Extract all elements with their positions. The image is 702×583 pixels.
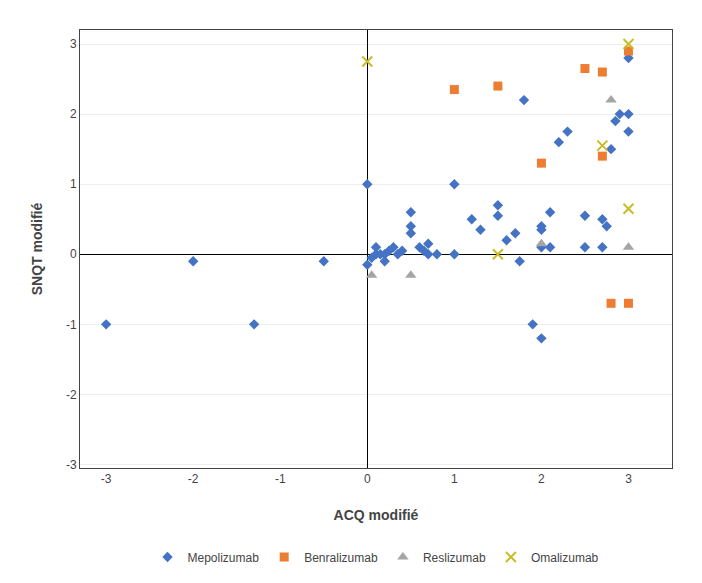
svg-text:2: 2 [538, 472, 545, 486]
svg-text:2: 2 [70, 107, 77, 121]
svg-text:-2: -2 [188, 472, 199, 486]
svg-text:-3: -3 [66, 458, 77, 472]
svg-text:-1: -1 [66, 318, 77, 332]
svg-text:Reslizumab: Reslizumab [423, 551, 486, 565]
svg-text:1: 1 [70, 177, 77, 191]
svg-text:1: 1 [451, 472, 458, 486]
svg-text:-3: -3 [101, 472, 112, 486]
svg-text:3: 3 [70, 37, 77, 51]
svg-text:Omalizumab: Omalizumab [531, 551, 599, 565]
svg-text:SNQT modifié: SNQT modifié [29, 203, 45, 296]
svg-text:ACQ modifié: ACQ modifié [334, 507, 419, 523]
svg-text:Benralizumab: Benralizumab [304, 551, 378, 565]
svg-text:Mepolizumab: Mepolizumab [188, 551, 260, 565]
svg-text:3: 3 [625, 472, 632, 486]
svg-text:0: 0 [364, 472, 371, 486]
svg-text:0: 0 [70, 247, 77, 261]
svg-text:-2: -2 [66, 388, 77, 402]
svg-text:-1: -1 [275, 472, 286, 486]
